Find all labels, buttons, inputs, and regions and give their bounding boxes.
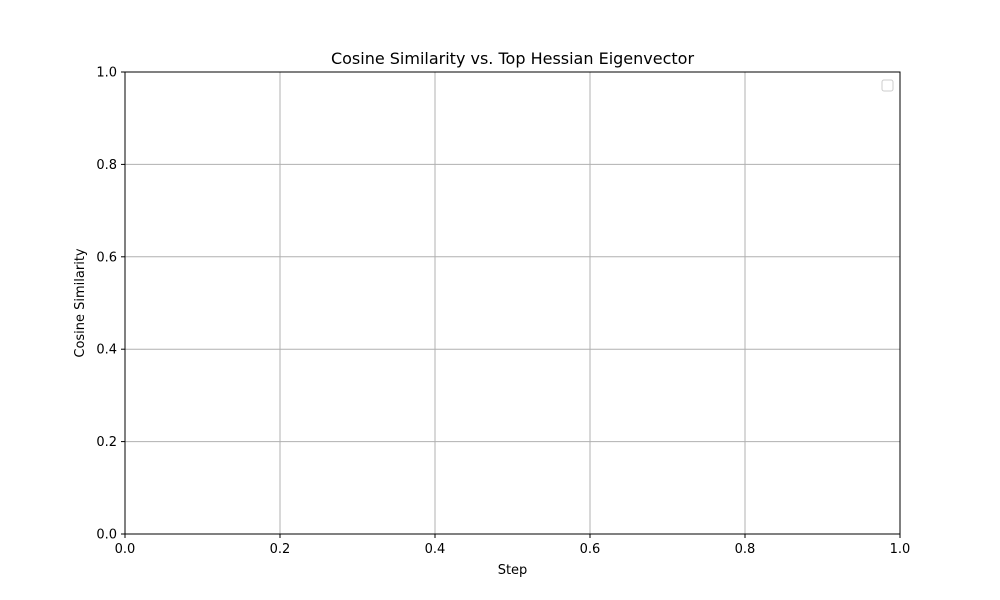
y-tick-label: 0.4 [96,343,117,358]
plot-area-frame [124,71,901,535]
x-tick-label: 1.0 [890,542,911,557]
x-axis-label: Step [498,563,528,578]
legend [881,79,894,92]
chart-title: Cosine Similarity vs. Top Hessian Eigenv… [331,49,695,68]
x-axis-ticks: 0.0 0.2 0.4 0.6 0.8 1.0 [115,534,911,557]
y-tick-label: 0.0 [96,528,117,543]
y-axis-ticks: 0.0 0.2 0.4 0.6 0.8 1.0 [96,66,125,543]
x-tick-label: 0.0 [115,542,136,557]
y-axis-label: Cosine Similarity [73,248,88,358]
x-tick-label: 0.6 [580,542,601,557]
y-tick-label: 0.6 [96,250,117,265]
y-tick-label: 1.0 [96,66,117,81]
y-tick-label: 0.8 [96,158,117,173]
legend-box [881,79,894,92]
y-tick-label: 0.2 [96,435,117,450]
x-tick-label: 0.2 [270,542,291,557]
x-tick-label: 0.4 [425,542,446,557]
x-tick-label: 0.8 [735,542,756,557]
